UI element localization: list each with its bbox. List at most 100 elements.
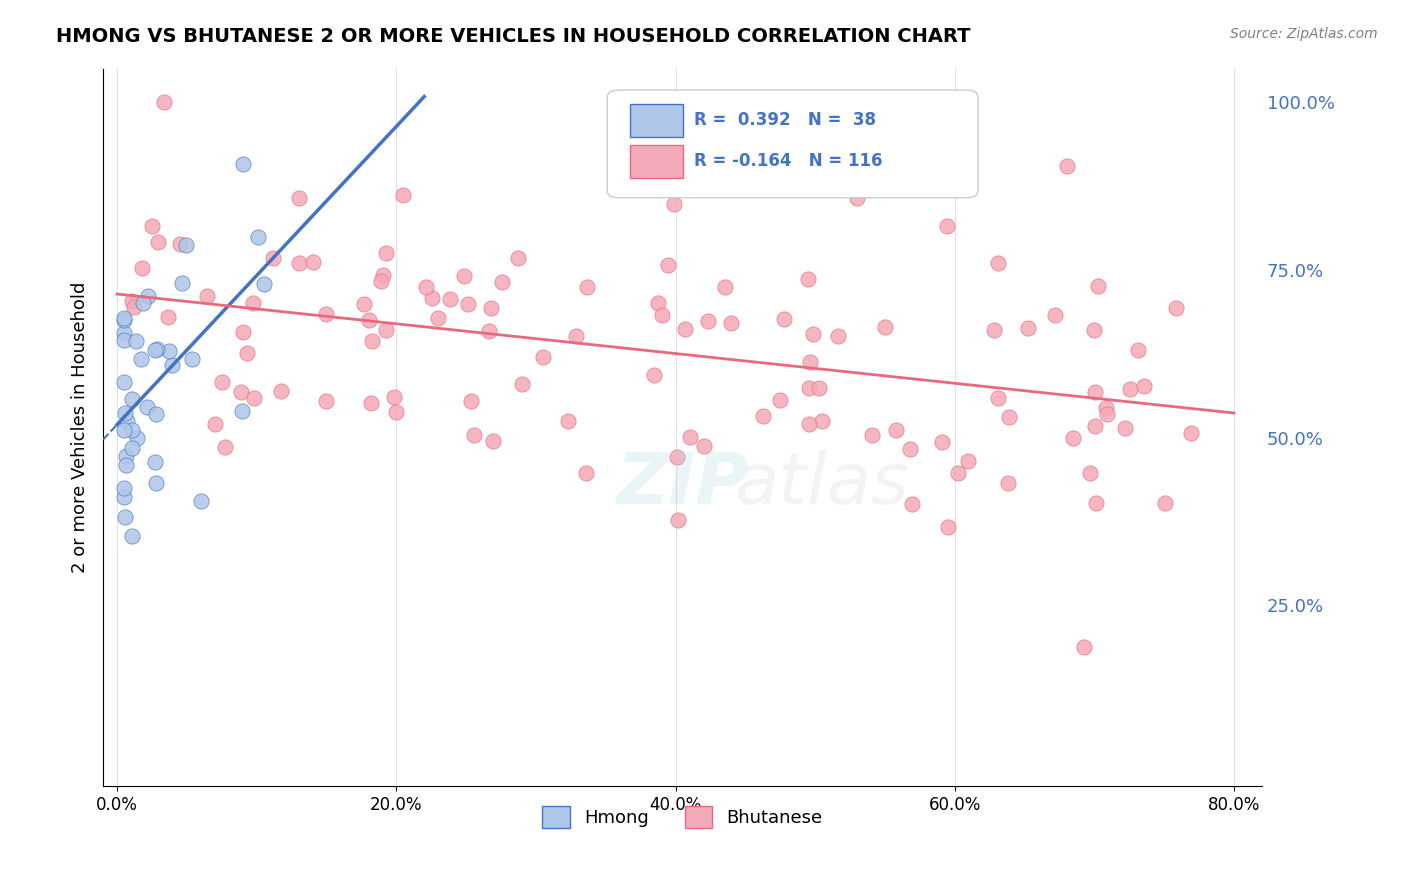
Bhutanese <box>453 268 475 283</box>
Bhutanese <box>131 260 153 275</box>
Legend: Hmong, Bhutanese: Hmong, Bhutanese <box>536 798 830 835</box>
Bhutanese <box>229 384 252 399</box>
Bhutanese <box>664 197 686 211</box>
Bhutanese <box>457 297 479 311</box>
Bhutanese <box>998 410 1021 425</box>
Text: R = -0.164   N = 116: R = -0.164 N = 116 <box>695 153 883 170</box>
Bhutanese <box>827 329 849 343</box>
Y-axis label: 2 or more Vehicles in Household: 2 or more Vehicles in Household <box>72 282 89 574</box>
Bhutanese <box>392 188 415 202</box>
Bhutanese <box>1119 382 1142 396</box>
Bhutanese <box>720 316 742 330</box>
Bhutanese <box>463 427 485 442</box>
Bhutanese <box>1164 301 1187 316</box>
Bhutanese <box>506 252 529 266</box>
Bhutanese <box>531 350 554 364</box>
Bhutanese <box>1154 496 1177 510</box>
Bhutanese <box>686 180 709 194</box>
Bhutanese <box>807 381 830 395</box>
Bhutanese <box>374 246 396 260</box>
Hmong <box>112 481 135 495</box>
Bhutanese <box>1084 385 1107 400</box>
Bhutanese <box>287 256 309 270</box>
Hmong <box>247 229 270 244</box>
Bhutanese <box>557 414 579 428</box>
Bhutanese <box>936 520 959 534</box>
Bhutanese <box>987 391 1010 405</box>
Bhutanese <box>873 320 896 334</box>
Bhutanese <box>141 219 163 233</box>
Bhutanese <box>373 268 395 282</box>
Bhutanese <box>884 424 907 438</box>
Bhutanese <box>214 440 236 454</box>
Bhutanese <box>375 322 398 336</box>
Bhutanese <box>1133 379 1156 393</box>
Bhutanese <box>564 329 586 343</box>
Bhutanese <box>936 219 959 234</box>
Bhutanese <box>420 291 443 305</box>
Hmong <box>121 441 143 455</box>
Bhutanese <box>482 434 505 448</box>
Hmong <box>145 476 167 491</box>
Bhutanese <box>797 272 820 286</box>
Hmong <box>112 311 135 326</box>
Bhutanese <box>360 334 382 349</box>
Hmong <box>174 238 197 252</box>
Bhutanese <box>370 274 392 288</box>
Bhutanese <box>270 384 292 398</box>
Hmong <box>157 343 180 358</box>
Hmong <box>231 403 253 417</box>
Text: HMONG VS BHUTANESE 2 OR MORE VEHICLES IN HOUSEHOLD CORRELATION CHART: HMONG VS BHUTANESE 2 OR MORE VEHICLES IN… <box>56 27 970 45</box>
Bhutanese <box>415 279 437 293</box>
Bhutanese <box>426 310 449 325</box>
Text: atlas: atlas <box>734 450 908 519</box>
Bhutanese <box>846 190 869 204</box>
Bhutanese <box>262 252 284 266</box>
Hmong <box>112 326 135 340</box>
Bhutanese <box>153 95 176 109</box>
Bhutanese <box>439 293 461 307</box>
Hmong <box>143 455 166 469</box>
Bhutanese <box>232 325 254 339</box>
Bhutanese <box>157 310 180 324</box>
FancyBboxPatch shape <box>630 145 682 178</box>
Bhutanese <box>679 429 702 443</box>
Bhutanese <box>799 381 821 395</box>
Bhutanese <box>479 301 502 315</box>
Text: Source: ZipAtlas.com: Source: ZipAtlas.com <box>1230 27 1378 41</box>
Bhutanese <box>693 439 716 453</box>
Bhutanese <box>696 313 718 327</box>
Hmong <box>232 157 254 171</box>
Bhutanese <box>801 326 824 341</box>
Bhutanese <box>460 394 482 409</box>
Bhutanese <box>898 442 921 456</box>
Bhutanese <box>647 296 669 310</box>
Bhutanese <box>997 475 1019 490</box>
Bhutanese <box>122 301 145 315</box>
FancyBboxPatch shape <box>630 104 682 136</box>
Bhutanese <box>1078 466 1101 480</box>
Bhutanese <box>169 237 191 252</box>
Bhutanese <box>666 513 689 527</box>
Bhutanese <box>860 428 883 442</box>
Bhutanese <box>491 275 513 289</box>
Bhutanese <box>657 258 679 272</box>
Hmong <box>125 334 148 348</box>
Bhutanese <box>242 391 264 405</box>
Bhutanese <box>931 434 953 449</box>
Hmong <box>115 414 138 428</box>
Bhutanese <box>752 409 775 423</box>
Hmong <box>136 400 159 414</box>
Bhutanese <box>797 417 820 431</box>
Bhutanese <box>360 396 382 410</box>
Hmong <box>136 289 159 303</box>
Bhutanese <box>948 467 970 481</box>
Bhutanese <box>1126 343 1149 357</box>
Bhutanese <box>575 466 598 480</box>
Bhutanese <box>1083 323 1105 337</box>
Hmong <box>131 295 153 310</box>
Hmong <box>125 431 148 445</box>
Hmong <box>180 352 202 367</box>
Bhutanese <box>478 324 501 338</box>
Bhutanese <box>288 191 311 205</box>
